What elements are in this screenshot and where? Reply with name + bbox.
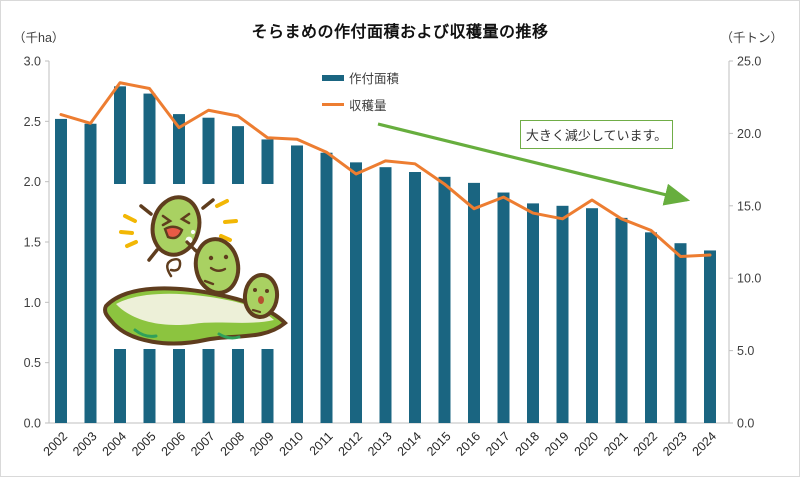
x-axis-label-2005: 2005 <box>129 429 159 459</box>
left-axis-unit-label: （千ha） <box>13 31 65 45</box>
bar-2014 <box>409 172 421 423</box>
sitting-bean-icon <box>185 237 241 295</box>
x-axis-label-2003: 2003 <box>70 429 100 459</box>
legend-label: 収穫量 <box>349 99 387 113</box>
left-axis-tick-label: 0.0 <box>24 417 41 431</box>
fava-bean-characters-illustration <box>99 184 291 349</box>
bean-pod-icon <box>103 286 288 346</box>
bar-2015 <box>438 176 451 423</box>
x-axis-label-2021: 2021 <box>601 429 631 459</box>
x-axis-label-2007: 2007 <box>188 429 218 459</box>
bar-series-swatch-icon <box>322 74 344 81</box>
bar-2016 <box>468 182 480 423</box>
vine-curl-icon <box>166 257 182 278</box>
line-series-swatch-icon <box>322 103 344 106</box>
annotation-callout: 大きく減少しています。 <box>520 120 673 149</box>
bar-2024 <box>704 250 716 423</box>
x-axis-label-2020: 2020 <box>572 429 602 459</box>
bar-2013 <box>379 167 392 423</box>
x-axis-label-2024: 2024 <box>690 429 720 459</box>
x-axis-label-2002: 2002 <box>41 429 71 459</box>
right-axis-tick-label: 25.0 <box>737 55 761 69</box>
sitting-bean-small-icon <box>242 273 280 319</box>
bar-2010 <box>291 145 303 423</box>
bar-2020 <box>586 208 598 423</box>
x-axis-label-2004: 2004 <box>100 429 130 459</box>
x-axis-label-2019: 2019 <box>542 429 572 459</box>
left-axis-tick-label: 2.5 <box>24 115 41 129</box>
legend-label: 作付面積 <box>349 72 400 86</box>
right-axis-tick-label: 15.0 <box>737 199 761 213</box>
x-axis-label-2018: 2018 <box>513 429 543 459</box>
x-axis-label-2006: 2006 <box>159 429 189 459</box>
legend: 作付面積 収穫量 <box>322 68 399 114</box>
bar-2022 <box>645 232 657 423</box>
x-axis-label-2017: 2017 <box>483 429 513 459</box>
sparkle-icon <box>119 199 238 248</box>
x-axis-label-2011: 2011 <box>307 429 336 458</box>
left-axis-tick-label: 0.5 <box>24 356 41 370</box>
x-axis-label-2010: 2010 <box>277 429 307 459</box>
bar-2019 <box>556 205 569 423</box>
bar-2023 <box>674 243 687 423</box>
right-axis-unit-label: （千トン） <box>720 31 783 45</box>
left-axis-tick-label: 2.0 <box>24 175 41 189</box>
x-axis-label-2008: 2008 <box>218 429 248 459</box>
legend-item-yield: 収穫量 <box>322 95 399 114</box>
bar-2002 <box>55 118 67 424</box>
jumping-bean-icon <box>139 195 215 262</box>
x-axis-label-2023: 2023 <box>660 429 690 459</box>
left-axis-tick-label: 1.5 <box>24 236 41 250</box>
chart-title: そらまめの作付面積および収穫量の推移 <box>251 24 549 41</box>
right-axis-tick-label: 20.0 <box>737 127 761 141</box>
x-axis-label-2009: 2009 <box>247 429 277 459</box>
bar-2017 <box>497 192 510 423</box>
right-axis-tick-label: 0.0 <box>737 417 754 431</box>
legend-item-area: 作付面積 <box>322 68 399 87</box>
x-axis-label-2014: 2014 <box>395 429 425 459</box>
bar-2012 <box>350 162 362 424</box>
bar-2003 <box>84 123 97 423</box>
right-axis-tick-label: 10.0 <box>737 272 761 286</box>
bar-2021 <box>615 217 628 423</box>
x-axis-label-2015: 2015 <box>424 429 454 459</box>
x-axis-label-2022: 2022 <box>631 429 661 459</box>
decline-arrow <box>377 122 691 206</box>
bar-2011 <box>320 152 333 423</box>
left-axis-tick-label: 3.0 <box>24 55 41 69</box>
left-axis-tick-label: 1.0 <box>24 296 41 310</box>
x-axis-label-2012: 2012 <box>336 429 366 459</box>
right-axis-tick-label: 5.0 <box>737 344 754 358</box>
x-axis-label-2016: 2016 <box>454 429 484 459</box>
x-axis-label-2013: 2013 <box>365 429 395 459</box>
bar-2018 <box>527 203 539 423</box>
yield-line <box>59 81 712 258</box>
